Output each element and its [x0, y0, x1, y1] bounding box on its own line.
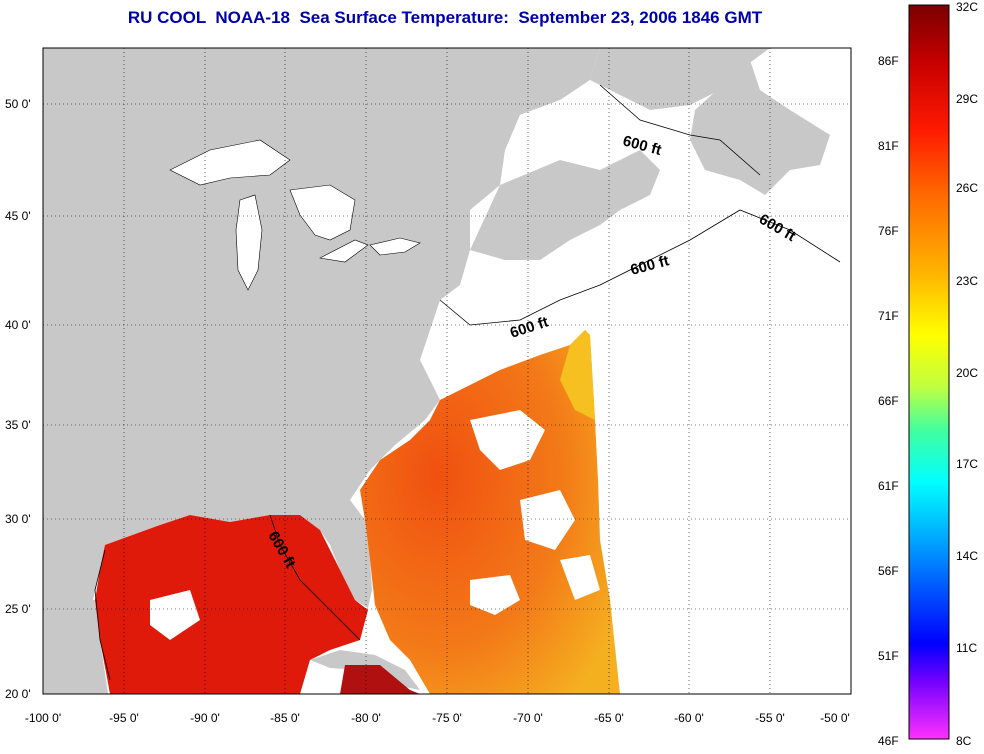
colorbar-c-label: 14C	[956, 549, 979, 563]
colorbar-f-label: 76F	[878, 224, 899, 238]
cloud-gap	[560, 555, 600, 600]
x-tick-label: -85 0'	[270, 711, 300, 725]
cloud-gap	[470, 410, 545, 470]
maritimes-land	[470, 150, 660, 260]
x-tick-label: -70 0'	[513, 711, 543, 725]
y-tick-label: 45 0'	[5, 209, 31, 223]
y-tick-label: 25 0'	[5, 602, 31, 616]
colorbar-f-label: 56F	[878, 564, 899, 578]
x-tick-label: -55 0'	[755, 711, 785, 725]
x-tick-label: -50 0'	[820, 711, 850, 725]
colorbar-f-label: 81F	[878, 139, 899, 153]
lake-erie	[319, 239, 369, 263]
sst-cool-band	[560, 330, 595, 420]
y-axis: 50 0' 45 0' 40 0' 35 0' 30 0' 25 0' 20 0…	[5, 97, 31, 701]
colorbar-c-label: 26C	[956, 181, 979, 195]
gulf-st-lawrence	[520, 85, 640, 165]
colorbar-f-label: 61F	[878, 479, 899, 493]
sst-atlantic	[360, 330, 620, 694]
map-title: RU COOL NOAA-18 Sea Surface Temperature:…	[127, 8, 763, 27]
x-tick-label: -60 0'	[674, 711, 704, 725]
x-tick-label: -80 0'	[351, 711, 381, 725]
y-tick-label: 40 0'	[5, 318, 31, 332]
x-tick-label: -75 0'	[432, 711, 462, 725]
y-tick-label: 35 0'	[5, 418, 31, 432]
contour-600ft	[599, 84, 761, 176]
colorbar-c-label: 11C	[956, 641, 978, 655]
sst-gulf-of-mexico	[95, 515, 368, 694]
colorbar-c-label: 8C	[956, 734, 972, 748]
colorbar-c-label: 20C	[956, 366, 979, 380]
lake-superior	[169, 139, 291, 186]
y-tick-label: 20 0'	[5, 687, 31, 701]
contour-600ft	[94, 549, 111, 681]
x-tick-label: -100 0'	[25, 711, 61, 725]
colorbar-c-label: 29C	[956, 92, 979, 106]
colorbar-f-label: 66F	[878, 394, 899, 408]
grid-lines	[43, 48, 851, 694]
contour-600ft	[439, 209, 841, 326]
newfoundland-land	[690, 60, 830, 195]
mexico-land	[43, 600, 108, 694]
florida-land	[300, 500, 372, 608]
cloud-gap	[470, 575, 520, 615]
x-tick-label: -65 0'	[594, 711, 624, 725]
colorbar-f-label: 71F	[878, 309, 899, 323]
colorbar-f-label: 86F	[878, 54, 899, 68]
contour-600ft	[269, 514, 361, 641]
lake-ontario	[369, 237, 421, 256]
colorbar-f-label: 46F	[878, 734, 899, 748]
lake-huron	[289, 184, 356, 241]
colorbar-c-label: 23C	[956, 274, 979, 288]
colorbar-f-label: 51F	[878, 649, 899, 663]
x-tick-label: -90 0'	[190, 711, 220, 725]
labrador-land	[590, 48, 770, 110]
colorbar-c-label: 32C	[956, 0, 979, 14]
sst-caribbean	[340, 665, 420, 694]
lake-michigan	[235, 194, 263, 291]
colorbar	[908, 4, 950, 740]
x-axis: -100 0' -95 0' -90 0' -85 0' -80 0' -75 …	[25, 711, 850, 725]
y-tick-label: 50 0'	[5, 97, 31, 111]
cloud-gap	[150, 590, 200, 640]
north-america-land	[43, 48, 600, 694]
map-plot-area: 600 ft 600 ft 600 ft 600 ft 600 ft	[42, 47, 852, 695]
x-tick-label: -95 0'	[109, 711, 139, 725]
cloud-gap	[520, 490, 575, 550]
colorbar-c-label: 17C	[956, 457, 979, 471]
y-tick-label: 30 0'	[5, 512, 31, 526]
